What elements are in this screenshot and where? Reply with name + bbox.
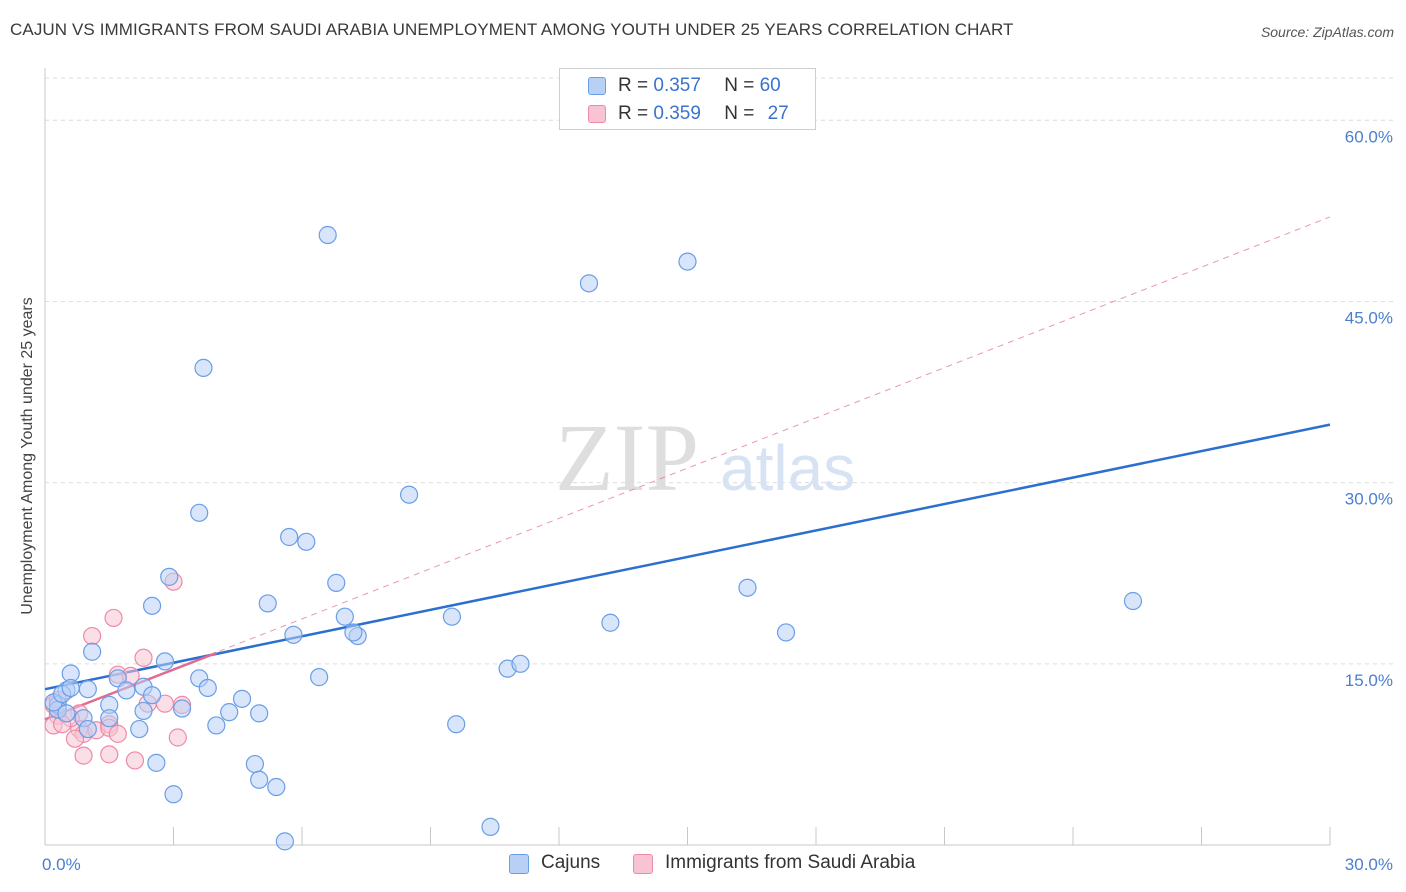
point-cajun xyxy=(78,719,97,739)
legend-row-cajuns: R = 0.357 N = 60 xyxy=(618,75,781,97)
point-cajun xyxy=(130,719,149,739)
point-immigrant xyxy=(168,728,187,747)
source-label: Source: ZipAtlas.com xyxy=(1260,24,1394,40)
point-cajun xyxy=(678,252,697,271)
point-cajun xyxy=(250,704,269,723)
point-cajun xyxy=(310,668,329,687)
point-cajun xyxy=(100,709,119,728)
point-cajun xyxy=(511,654,530,673)
point-cajun xyxy=(284,625,303,644)
point-cajun xyxy=(447,715,466,734)
legend-row-immigrants: R = 0.359 N = 27 xyxy=(618,103,789,125)
bottom-legend-swatch-cajuns xyxy=(509,854,529,874)
point-cajun xyxy=(220,703,239,722)
legend-r-label: R = xyxy=(618,103,654,124)
point-cajun xyxy=(250,770,269,789)
bottom-legend-cajuns: Cajuns xyxy=(541,852,601,873)
point-cajun xyxy=(335,607,354,626)
point-cajun xyxy=(194,358,213,377)
point-cajun xyxy=(267,777,286,797)
point-immigrant xyxy=(83,626,102,646)
point-cajun xyxy=(147,753,166,772)
point-cajun xyxy=(57,704,76,723)
point-cajun xyxy=(344,623,363,642)
y-tick-label: 30.0% xyxy=(1345,490,1393,509)
legend-swatch-immigrants xyxy=(588,105,606,123)
legend-r-value: 0.357 xyxy=(653,75,701,96)
chart-title: CAJUN VS IMMIGRANTS FROM SAUDI ARABIA UN… xyxy=(10,20,1014,39)
point-cajun xyxy=(142,596,162,615)
point-cajun xyxy=(155,652,175,671)
legend-r-value: 0.359 xyxy=(653,103,701,124)
legend-n-label: N = xyxy=(724,103,760,124)
legend-n-value: 60 xyxy=(759,75,781,96)
data-points xyxy=(44,225,1143,851)
point-cajun xyxy=(245,754,264,774)
point-immigrant xyxy=(100,745,119,764)
point-immigrant xyxy=(74,746,93,765)
y-tick-label: 45.0% xyxy=(1345,308,1393,327)
point-cajun xyxy=(318,225,337,245)
point-cajun xyxy=(83,642,102,661)
point-cajun xyxy=(190,503,209,522)
bottom-legend-immigrants: Immigrants from Saudi Arabia xyxy=(665,852,916,873)
tick-labels: 15.0% 30.0% 45.0% 60.0% 0.0% 30.0% xyxy=(42,127,1393,874)
point-cajun xyxy=(61,678,80,698)
point-cajun xyxy=(442,607,462,626)
watermark: ZIP atlas xyxy=(555,404,855,511)
grid-lines xyxy=(45,77,1393,665)
correlation-legend: R = 0.357 N = 60 R = 0.359 N = 27 xyxy=(559,68,816,130)
axes xyxy=(44,68,1331,846)
point-cajun xyxy=(275,832,294,851)
point-immigrant xyxy=(108,724,127,743)
point-immigrant xyxy=(134,648,153,667)
point-cajun xyxy=(399,485,419,504)
trend-line-immigrants-extrapolated xyxy=(44,216,1331,720)
point-immigrant xyxy=(125,751,145,770)
point-cajun xyxy=(164,785,183,804)
bottom-legend-swatch-immigrants xyxy=(633,854,653,874)
point-cajun xyxy=(280,527,299,547)
point-cajun xyxy=(579,274,599,293)
legend-swatch-cajuns xyxy=(588,77,606,95)
point-cajun xyxy=(481,817,500,836)
point-cajun xyxy=(198,678,217,698)
point-cajun xyxy=(258,594,277,613)
point-cajun xyxy=(78,680,97,699)
y-tick-label: 60.0% xyxy=(1345,127,1393,146)
legend-n-value: 27 xyxy=(767,103,789,124)
y-tick-label: 15.0% xyxy=(1345,671,1393,690)
point-cajun xyxy=(232,689,252,708)
point-cajun xyxy=(172,699,192,718)
trend-line-cajuns xyxy=(44,423,1331,691)
x-tick-label: 0.0% xyxy=(42,855,81,874)
point-cajun xyxy=(117,681,136,700)
legend-n-label: N = xyxy=(724,75,760,96)
point-cajun xyxy=(160,567,179,586)
point-cajun xyxy=(327,573,346,592)
point-cajun xyxy=(134,701,153,721)
watermark-atlas: atlas xyxy=(720,432,855,504)
x-tick-label: 30.0% xyxy=(1345,855,1393,874)
point-cajun xyxy=(207,716,226,735)
legend-r-label: R = xyxy=(618,75,654,96)
point-cajun xyxy=(601,613,620,632)
point-cajun xyxy=(776,623,796,642)
point-cajun xyxy=(142,686,162,705)
point-immigrant xyxy=(104,608,123,628)
point-cajun xyxy=(297,532,316,551)
watermark-zip: ZIP xyxy=(555,404,699,511)
point-cajun xyxy=(1123,591,1143,611)
point-immigrant xyxy=(65,729,85,748)
point-cajun xyxy=(738,578,757,597)
